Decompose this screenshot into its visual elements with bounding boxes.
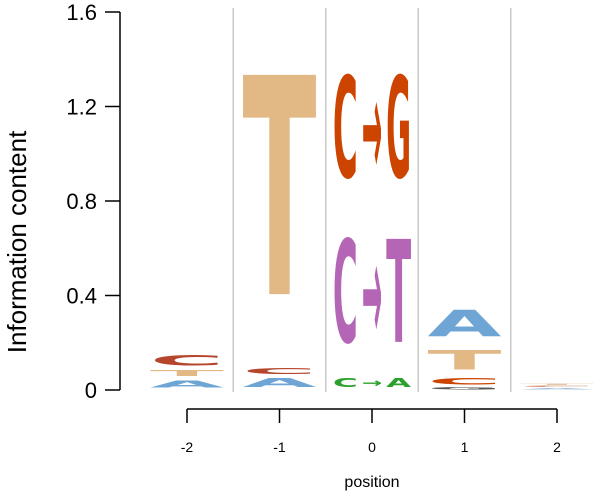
letter-glyph: C xyxy=(150,352,224,368)
letter-C-mark: C xyxy=(520,385,594,387)
pair-arrow-mark: → xyxy=(362,211,382,375)
letter-G-mark: G xyxy=(386,47,411,210)
pair-arrow-glyph: → xyxy=(362,211,382,375)
x-axis-label: position xyxy=(344,474,399,491)
y-tick-label: 1.2 xyxy=(66,95,97,120)
letter-A-mark: A xyxy=(243,376,317,390)
x-tick-label: -1 xyxy=(273,439,286,455)
letter-glyph: C xyxy=(243,366,317,375)
letter-glyph: T xyxy=(386,212,411,376)
letter-glyph: C xyxy=(333,48,358,210)
x-tick-label: 1 xyxy=(461,439,469,455)
letter-glyph: A xyxy=(243,376,317,390)
letter-T-mark: T xyxy=(520,383,594,385)
letter-T-mark: T xyxy=(243,16,317,366)
letter-glyph: C xyxy=(520,385,594,387)
letter-A-mark: A xyxy=(428,303,502,345)
letter-C-mark: C xyxy=(333,213,358,377)
y-axis: 0 0.4 0.8 1.2 1.6 xyxy=(66,0,121,403)
letter-glyph: A xyxy=(428,303,502,345)
letter-glyph: A xyxy=(386,376,411,390)
pair-arrow-glyph: → xyxy=(362,376,382,391)
letter-A-mark: A xyxy=(386,376,411,390)
letter-glyph: A xyxy=(150,378,225,390)
x-tick-label: -2 xyxy=(181,439,194,455)
letter-T-mark: T xyxy=(150,369,225,378)
letter-A-mark: A xyxy=(150,378,225,390)
letter-glyph: G xyxy=(428,387,502,391)
letter-T-mark: T xyxy=(386,212,411,376)
y-tick-label: 0 xyxy=(85,378,97,403)
letter-G-mark: G xyxy=(428,387,502,391)
letter-glyph: T xyxy=(520,383,594,385)
letter-glyph: T xyxy=(243,16,317,366)
letter-T-mark: T xyxy=(428,345,502,376)
letter-C-mark: C xyxy=(428,376,502,387)
y-axis-label: Information content xyxy=(2,130,32,353)
y-tick-label: 0.8 xyxy=(66,189,97,214)
pair-arrow-mark: → xyxy=(362,47,382,210)
letter-A-mark: A xyxy=(520,388,594,390)
letter-glyph: C xyxy=(428,376,502,387)
letter-glyph: C xyxy=(333,376,358,390)
letter-glyph: G xyxy=(386,47,411,210)
letter-glyph: T xyxy=(428,345,502,376)
letter-C-mark: C xyxy=(243,366,317,375)
letter-glyph: A xyxy=(520,388,594,390)
x-axis: -2 -1 0 1 2 xyxy=(181,408,561,455)
pair-arrow-glyph: → xyxy=(362,47,382,210)
letter-C-mark: C xyxy=(333,48,358,210)
letter-glyph: C xyxy=(333,213,358,377)
letter-C-mark: C xyxy=(150,352,224,368)
x-tick-label: 2 xyxy=(553,439,561,455)
letter-C-mark: C xyxy=(333,376,358,390)
y-tick-label: 0.4 xyxy=(66,284,97,309)
y-tick-label: 1.6 xyxy=(66,0,97,25)
x-tick-label: 0 xyxy=(368,439,376,455)
letter-glyph: T xyxy=(150,369,225,378)
position-separators xyxy=(232,8,512,392)
pair-arrow-mark: → xyxy=(362,376,382,391)
